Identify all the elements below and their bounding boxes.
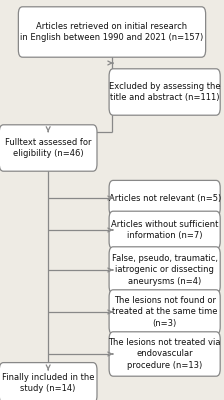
Text: Excluded by assessing the
title and abstract (n=111): Excluded by assessing the title and abst… <box>109 82 220 102</box>
Text: False, pseudo, traumatic,
iatrogenic or dissecting
aneurysms (n=4): False, pseudo, traumatic, iatrogenic or … <box>112 254 218 286</box>
FancyBboxPatch shape <box>109 290 220 334</box>
FancyBboxPatch shape <box>109 69 220 115</box>
Text: Articles without sufficient
information (n=7): Articles without sufficient information … <box>111 220 218 240</box>
FancyBboxPatch shape <box>109 332 220 376</box>
FancyBboxPatch shape <box>109 180 220 216</box>
FancyBboxPatch shape <box>0 362 97 400</box>
FancyBboxPatch shape <box>109 247 220 293</box>
FancyBboxPatch shape <box>109 211 220 249</box>
Text: The lesions not treated via
endovascular
procedure (n=13): The lesions not treated via endovascular… <box>108 338 221 370</box>
Text: The lesions not found or
treated at the same time
(n=3): The lesions not found or treated at the … <box>112 296 217 328</box>
Text: Fulltext assessed for
eligibility (n=46): Fulltext assessed for eligibility (n=46) <box>5 138 91 158</box>
Text: Articles retrieved on initial research
in English between 1990 and 2021 (n=157): Articles retrieved on initial research i… <box>20 22 204 42</box>
Text: Finally included in the
study (n=14): Finally included in the study (n=14) <box>2 373 94 393</box>
FancyBboxPatch shape <box>18 7 206 57</box>
Text: Articles not relevant (n=5): Articles not relevant (n=5) <box>108 194 221 202</box>
FancyBboxPatch shape <box>0 125 97 171</box>
